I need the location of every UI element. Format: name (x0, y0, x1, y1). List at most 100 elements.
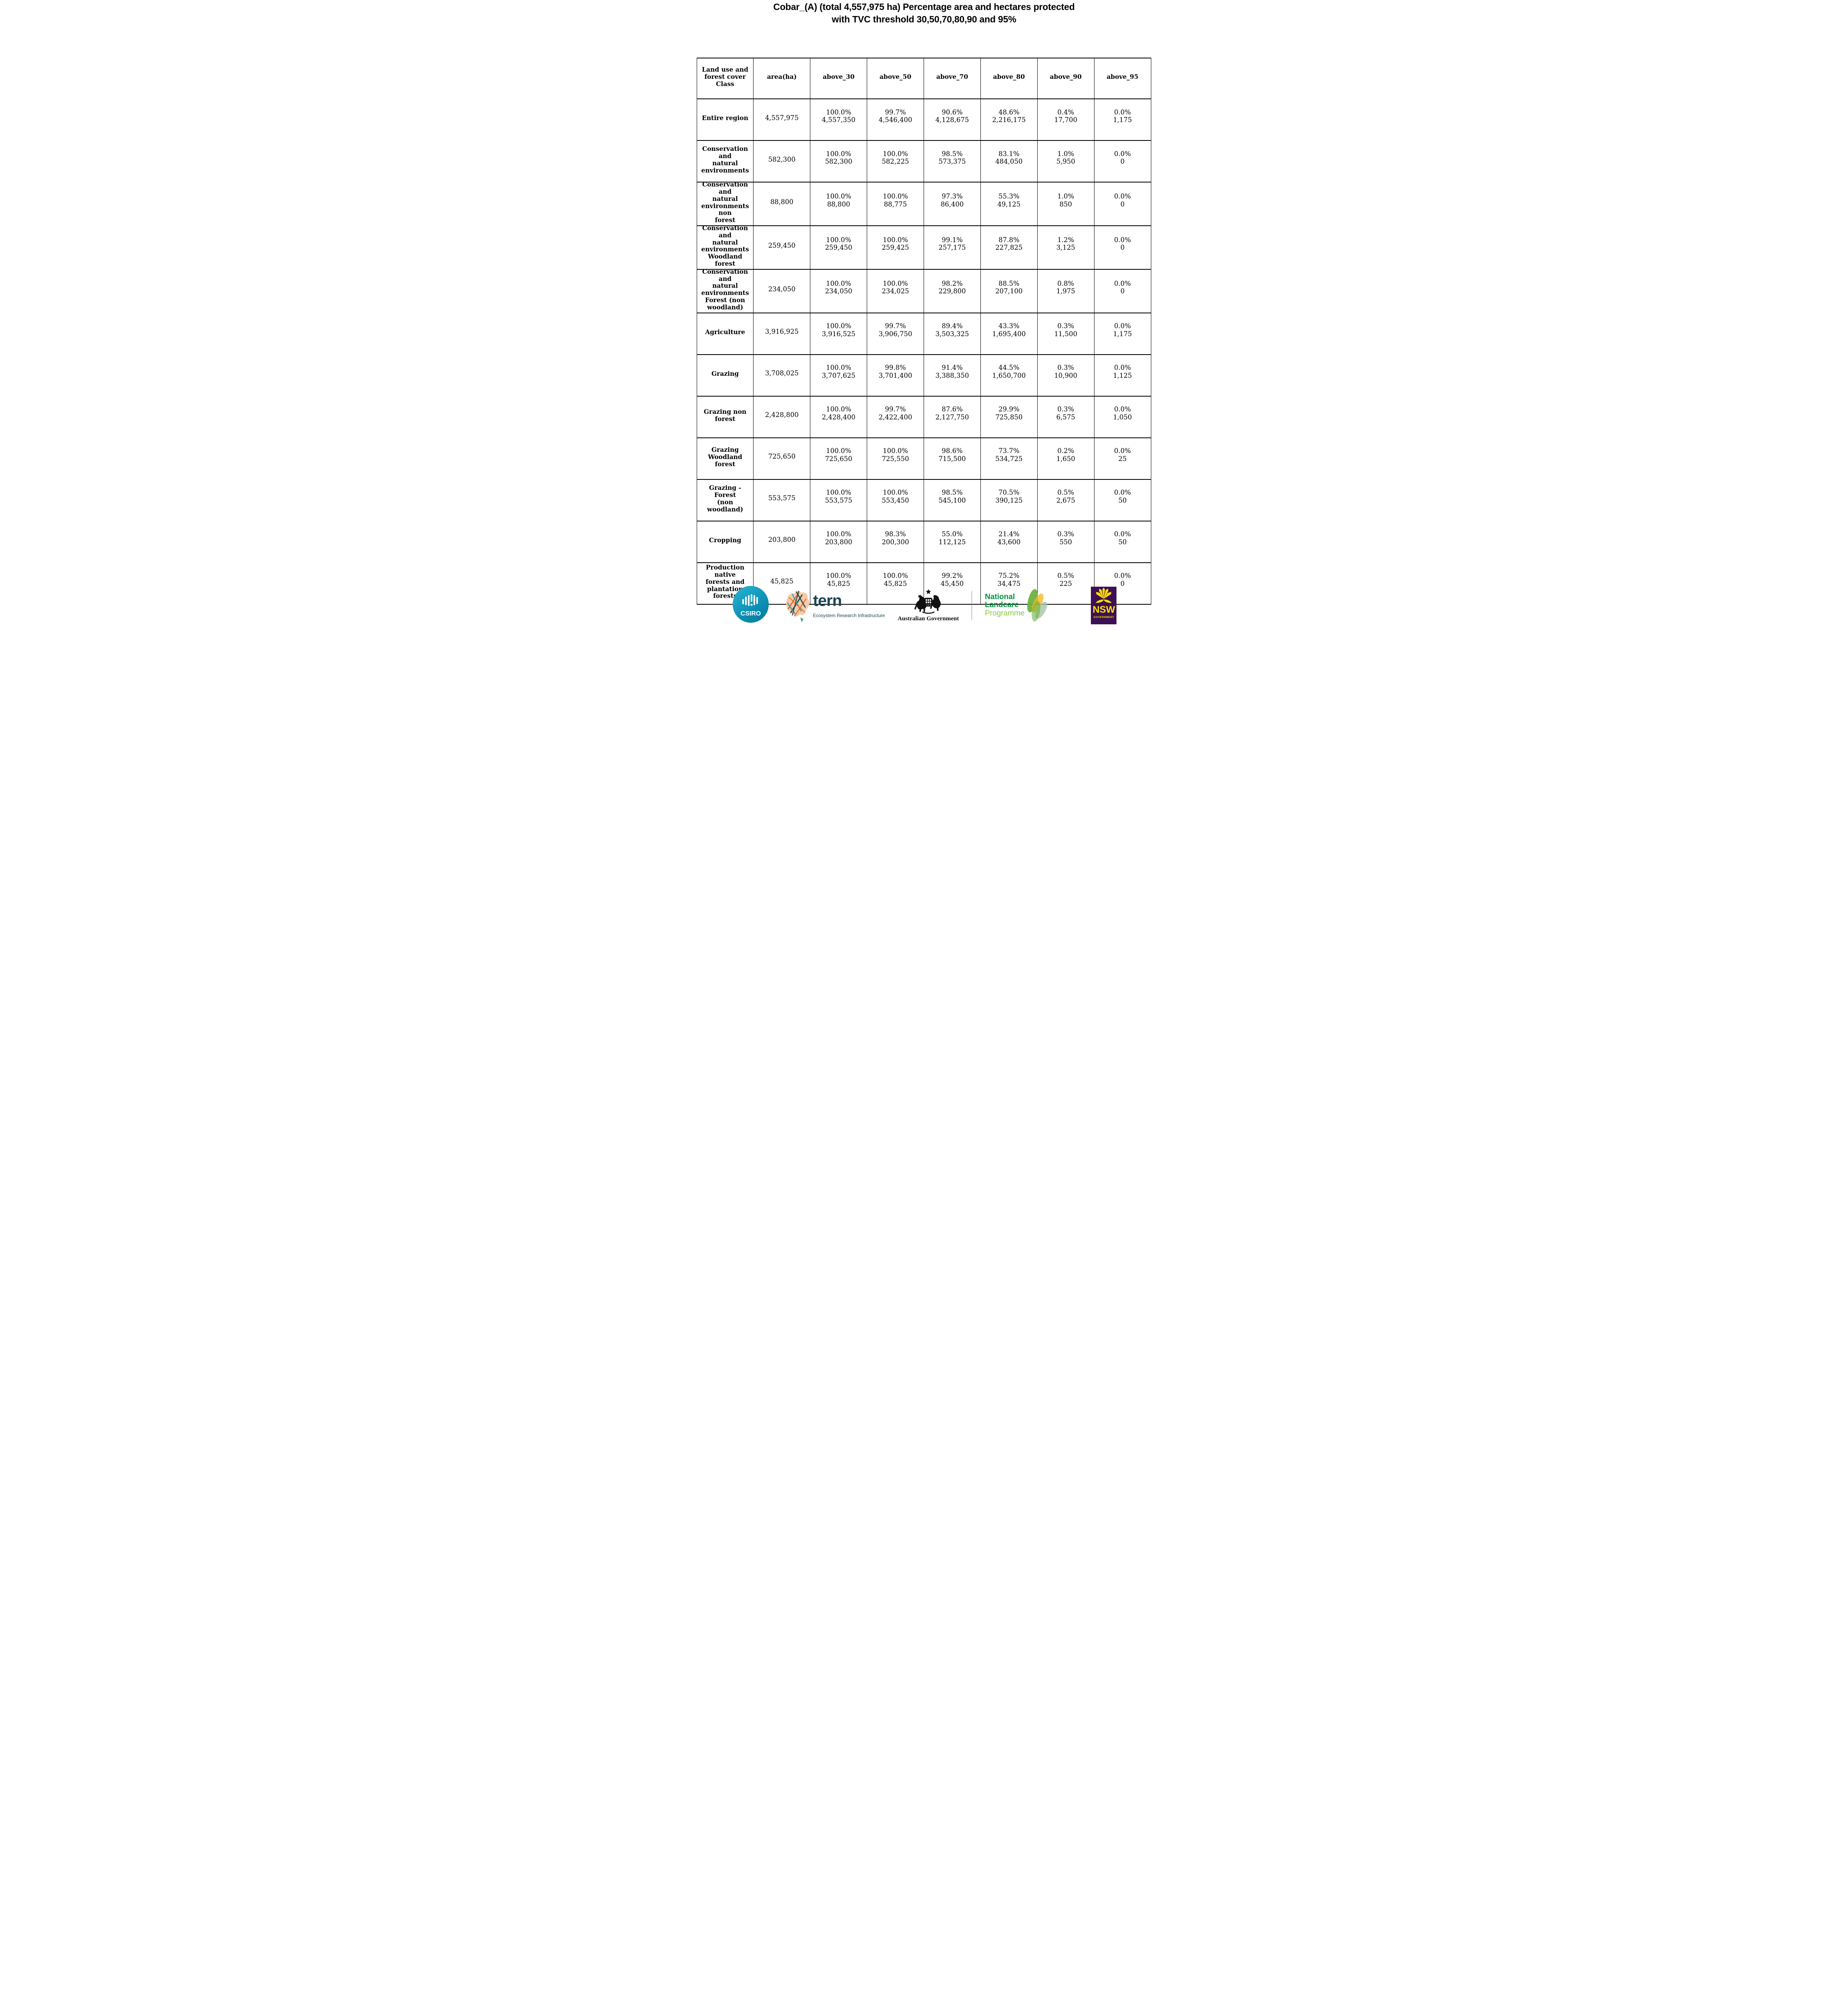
column-header-label: above_30 (822, 73, 855, 81)
tvc-protection-table: Land use and forest cover Class area(ha) a… (696, 58, 1151, 605)
pct-ha-cell: 100.0% 259,450 (810, 225, 868, 269)
area-value: 203,800 (768, 536, 796, 544)
area-cell: 259,450 (753, 225, 811, 269)
pct-ha-cell: 0.0% 1,175 (1094, 312, 1151, 355)
hectares-value: 112,125 (938, 538, 966, 546)
hectares-value: 553,575 (825, 496, 852, 504)
percent-value: 43.3% (998, 322, 1020, 330)
class-label-cell: Entire region (696, 98, 754, 141)
column-header: above_70 (924, 58, 981, 99)
hectares-value: 34,475 (997, 579, 1021, 587)
tern-logo: tern Ecosystem Research Infrastructure (783, 588, 885, 623)
pct-ha-cell: 100.0% 553,450 (867, 479, 924, 521)
nsw-waratah-icon (1096, 587, 1112, 603)
pct-ha-cell: 99.7% 4,546,400 (867, 98, 924, 141)
percent-value: 100.0% (826, 405, 852, 413)
hectares-value: 43,600 (997, 538, 1021, 546)
hectares-value: 11,500 (1054, 330, 1078, 338)
percent-value: 99.1% (942, 236, 963, 244)
hectares-value: 50 (1118, 496, 1127, 504)
class-label: Conservation and natural environments no… (701, 180, 749, 224)
pct-ha-cell: 98.6% 715,500 (924, 437, 981, 479)
percent-value: 99.7% (885, 108, 906, 116)
percent-value: 0.0% (1114, 447, 1131, 455)
area-value: 234,050 (768, 285, 796, 293)
percent-value: 55.0% (942, 530, 963, 538)
percent-value: 100.0% (883, 150, 908, 158)
percent-value: 98.3% (885, 530, 906, 538)
percent-value: 97.3% (942, 192, 963, 201)
area-value: 582,300 (768, 155, 796, 163)
percent-value: 100.0% (826, 279, 852, 287)
percent-value: 0.0% (1114, 489, 1131, 497)
pct-ha-cell: 87.6% 2,127,750 (924, 395, 981, 438)
percent-value: 89.4% (942, 322, 963, 330)
pct-ha-cell: 0.0% 1,125 (1094, 354, 1151, 396)
hectares-value: 582,225 (882, 158, 909, 166)
area-value: 3,708,025 (765, 369, 799, 377)
hectares-value: 1,175 (1113, 330, 1132, 338)
pct-ha-cell: 99.7% 3,906,750 (867, 312, 924, 355)
percent-value: 1.0% (1057, 150, 1074, 158)
percent-value: 0.0% (1114, 572, 1131, 580)
hectares-value: 1,125 (1113, 371, 1132, 379)
column-header: above_80 (980, 58, 1038, 99)
pct-ha-cell: 100.0% 259,425 (867, 225, 924, 269)
pct-ha-cell: 1.0% 5,950 (1037, 140, 1094, 182)
hectares-value: 1,695,400 (992, 330, 1026, 338)
area-cell: 725,650 (753, 437, 811, 479)
area-value: 4,557,975 (765, 114, 799, 122)
hectares-value: 3,125 (1056, 244, 1075, 252)
hectares-value: 88,800 (827, 200, 850, 208)
column-header: above_30 (810, 58, 868, 99)
class-label: Agriculture (705, 328, 745, 336)
hectares-value: 2,216,175 (992, 116, 1026, 124)
hectares-value: 234,025 (882, 287, 909, 295)
class-label: Conservation and natural environments Fo… (701, 267, 749, 311)
hectares-value: 3,503,325 (935, 330, 969, 338)
table-row: Entire region 4,557,975 100.0% 4,557,350 99.… (696, 98, 1151, 141)
landcare-word-programme: Programme (985, 609, 1025, 618)
pct-ha-cell: 100.0% 88,800 (810, 182, 868, 226)
hectares-value: 2,422,400 (878, 413, 912, 421)
pct-ha-cell: 100.0% 234,050 (810, 269, 868, 313)
percent-value: 0.3% (1057, 405, 1074, 413)
table-row: Grazing Woodland forest 725,650 100.0% 725,… (696, 437, 1151, 479)
hectares-value: 25 (1118, 455, 1127, 463)
percent-value: 99.8% (885, 364, 906, 372)
landcare-word-landcare: Landcare (985, 601, 1019, 610)
percent-value: 100.0% (883, 572, 908, 580)
pct-ha-cell: 55.3% 49,125 (980, 182, 1038, 226)
column-header-label: above_80 (993, 73, 1025, 81)
hectares-value: 2,675 (1056, 496, 1075, 504)
class-label-cell: Conservation and natural environments Wo… (696, 225, 754, 269)
pct-ha-cell: 48.6% 2,216,175 (980, 98, 1038, 141)
area-value: 553,575 (768, 494, 796, 502)
hectares-value: 1,975 (1056, 287, 1075, 295)
pct-ha-cell: 100.0% 553,575 (810, 479, 868, 521)
percent-value: 91.4% (942, 364, 963, 372)
tern-tagline: Ecosystem Research Infrastructure (813, 613, 885, 618)
pct-ha-cell: 83.1% 484,050 (980, 140, 1038, 182)
hectares-value: 850 (1059, 200, 1072, 208)
percent-value: 98.2% (942, 279, 963, 287)
pct-ha-cell: 0.0% 1,050 (1094, 395, 1151, 438)
hectares-value: 0 (1120, 158, 1125, 166)
pct-ha-cell: 1.0% 850 (1037, 182, 1094, 226)
column-header: above_50 (867, 58, 924, 99)
area-value: 45,825 (770, 577, 794, 585)
area-cell: 3,916,925 (753, 312, 811, 355)
column-header-label: above_90 (1050, 73, 1082, 81)
pct-ha-cell: 100.0% 582,300 (810, 140, 868, 182)
pct-ha-cell: 99.1% 257,175 (924, 225, 981, 269)
page-title-line2: with TVC threshold 30,50,70,80,90 and 95… (832, 14, 1016, 25)
csiro-wordmark: CSIRO (740, 610, 761, 617)
hectares-value: 4,557,350 (822, 116, 856, 124)
class-label-cell: Agriculture (696, 312, 754, 355)
pct-ha-cell: 0.3% 10,900 (1037, 354, 1094, 396)
hectares-value: 3,701,400 (878, 371, 912, 379)
column-header: area(ha) (753, 58, 811, 99)
hectares-value: 3,388,350 (935, 371, 969, 379)
pct-ha-cell: 98.3% 200,300 (867, 520, 924, 563)
percent-value: 100.0% (826, 530, 852, 538)
